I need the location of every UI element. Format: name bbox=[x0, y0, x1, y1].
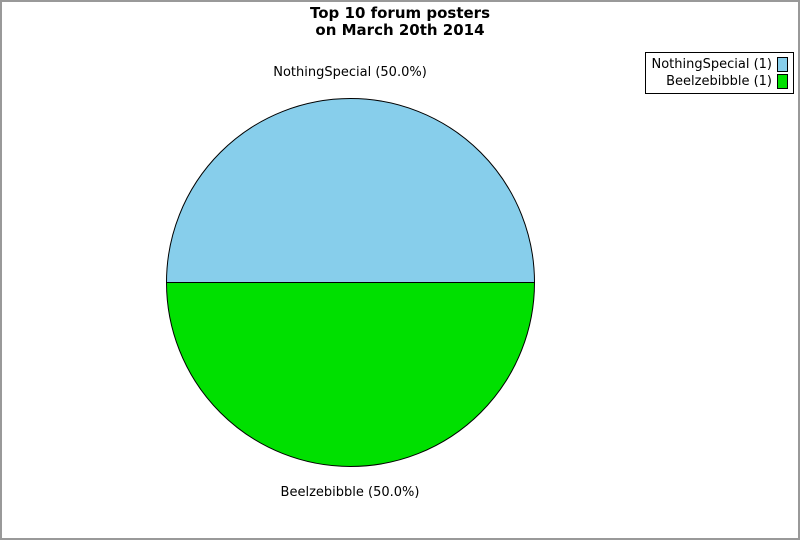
chart-title-line1: Top 10 forum posters bbox=[310, 4, 490, 22]
legend-entry-nothingspecial: NothingSpecial (1) bbox=[651, 56, 788, 73]
chart-title-line2: on March 20th 2014 bbox=[315, 21, 485, 39]
legend-label: Beelzebibble (1) bbox=[666, 74, 772, 89]
pie-slice-beelzebibble bbox=[165, 282, 536, 467]
slice-callout-nothingspecial: NothingSpecial (50.0%) bbox=[273, 65, 427, 80]
slice-callout-beelzebibble: Beelzebibble (50.0%) bbox=[280, 485, 420, 500]
legend-swatch-rect bbox=[777, 74, 788, 89]
legend: NothingSpecial (1) Beelzebibble (1) bbox=[645, 52, 794, 94]
legend-swatch-rect bbox=[777, 57, 788, 72]
legend-entry-beelzebibble: Beelzebibble (1) bbox=[651, 73, 788, 90]
chart-title: Top 10 forum posters on March 20th 2014 bbox=[0, 5, 800, 39]
legend-swatch-green bbox=[777, 74, 788, 89]
legend-label: NothingSpecial (1) bbox=[651, 57, 772, 72]
legend-swatch-blue bbox=[777, 57, 788, 72]
pie-slice-nothingspecial bbox=[165, 98, 536, 283]
